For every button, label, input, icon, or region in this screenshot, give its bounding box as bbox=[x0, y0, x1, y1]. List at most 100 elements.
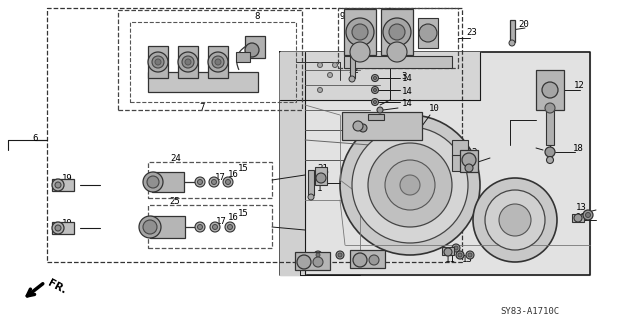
Text: 15: 15 bbox=[238, 164, 248, 172]
Circle shape bbox=[316, 253, 320, 257]
Text: 17: 17 bbox=[216, 218, 226, 227]
Circle shape bbox=[213, 225, 217, 229]
Text: 22: 22 bbox=[348, 66, 359, 75]
Text: 4: 4 bbox=[391, 114, 397, 123]
Circle shape bbox=[55, 182, 61, 188]
Circle shape bbox=[340, 115, 480, 255]
Circle shape bbox=[473, 178, 557, 262]
Circle shape bbox=[499, 204, 531, 236]
Bar bbox=[178, 46, 198, 78]
Circle shape bbox=[350, 42, 370, 62]
Circle shape bbox=[225, 180, 231, 185]
Text: 20: 20 bbox=[299, 260, 310, 268]
Circle shape bbox=[349, 76, 355, 82]
Text: 13: 13 bbox=[576, 203, 587, 212]
Text: 17: 17 bbox=[215, 172, 225, 181]
Bar bbox=[452, 140, 468, 156]
Circle shape bbox=[574, 214, 582, 222]
Bar bbox=[546, 110, 554, 145]
Text: 21: 21 bbox=[318, 164, 329, 172]
Text: 10: 10 bbox=[429, 103, 440, 113]
Circle shape bbox=[419, 24, 437, 42]
Bar bbox=[381, 9, 413, 55]
Circle shape bbox=[152, 56, 164, 68]
Text: FR.: FR. bbox=[46, 278, 68, 296]
Circle shape bbox=[452, 244, 460, 252]
Bar bbox=[148, 162, 272, 198]
Bar bbox=[295, 252, 330, 270]
Bar bbox=[150, 216, 185, 238]
Circle shape bbox=[245, 43, 259, 57]
Circle shape bbox=[227, 225, 233, 229]
Text: 18: 18 bbox=[573, 143, 583, 153]
Circle shape bbox=[52, 179, 64, 191]
Circle shape bbox=[466, 251, 474, 259]
Circle shape bbox=[359, 124, 367, 132]
Bar bbox=[350, 250, 385, 268]
Circle shape bbox=[338, 253, 342, 257]
Circle shape bbox=[155, 59, 161, 65]
Bar bbox=[236, 52, 250, 62]
Circle shape bbox=[545, 147, 555, 157]
Polygon shape bbox=[280, 52, 590, 275]
Circle shape bbox=[195, 177, 205, 187]
Text: 1: 1 bbox=[317, 183, 323, 193]
Text: SY83-A1710C: SY83-A1710C bbox=[500, 308, 559, 316]
Circle shape bbox=[458, 253, 462, 257]
Bar bbox=[510, 20, 515, 42]
Bar bbox=[148, 72, 258, 92]
Text: 18: 18 bbox=[357, 257, 368, 266]
Circle shape bbox=[456, 251, 464, 259]
Circle shape bbox=[377, 107, 383, 113]
Circle shape bbox=[465, 164, 473, 172]
Text: 23: 23 bbox=[467, 28, 477, 36]
Circle shape bbox=[52, 222, 64, 234]
Bar bbox=[118, 10, 302, 110]
Circle shape bbox=[373, 76, 376, 79]
Circle shape bbox=[225, 222, 235, 232]
Circle shape bbox=[454, 246, 458, 250]
Circle shape bbox=[385, 160, 435, 210]
Bar bbox=[52, 179, 74, 191]
Text: 24: 24 bbox=[171, 154, 182, 163]
Circle shape bbox=[327, 73, 333, 77]
Bar bbox=[460, 150, 478, 172]
Bar bbox=[359, 122, 367, 126]
Circle shape bbox=[178, 52, 198, 72]
Text: 3: 3 bbox=[401, 71, 406, 81]
Bar bbox=[315, 167, 327, 185]
Circle shape bbox=[208, 52, 228, 72]
Bar bbox=[452, 155, 468, 171]
Circle shape bbox=[148, 52, 168, 72]
Text: 5: 5 bbox=[384, 124, 390, 132]
Circle shape bbox=[371, 75, 378, 82]
Text: 16: 16 bbox=[227, 213, 238, 222]
Circle shape bbox=[333, 62, 338, 68]
Bar bbox=[130, 22, 296, 102]
Bar bbox=[368, 114, 384, 120]
Circle shape bbox=[585, 212, 590, 218]
Text: 11: 11 bbox=[445, 255, 455, 265]
Circle shape bbox=[297, 255, 311, 269]
Circle shape bbox=[223, 177, 233, 187]
Bar bbox=[342, 112, 422, 140]
Text: 19: 19 bbox=[62, 173, 73, 182]
Circle shape bbox=[197, 180, 203, 185]
Circle shape bbox=[317, 87, 322, 92]
Circle shape bbox=[336, 251, 344, 259]
Bar bbox=[442, 247, 454, 255]
Circle shape bbox=[371, 99, 378, 106]
Circle shape bbox=[383, 18, 411, 46]
Circle shape bbox=[147, 176, 159, 188]
Text: 8: 8 bbox=[254, 12, 260, 20]
Circle shape bbox=[182, 56, 194, 68]
Circle shape bbox=[143, 220, 157, 234]
Text: 14: 14 bbox=[401, 86, 412, 95]
Text: 6: 6 bbox=[32, 133, 38, 142]
Text: 2: 2 bbox=[471, 148, 476, 156]
Text: 12: 12 bbox=[574, 81, 584, 90]
Bar bbox=[245, 36, 265, 58]
Bar bbox=[536, 70, 564, 110]
Circle shape bbox=[387, 42, 407, 62]
Bar bbox=[148, 46, 168, 78]
